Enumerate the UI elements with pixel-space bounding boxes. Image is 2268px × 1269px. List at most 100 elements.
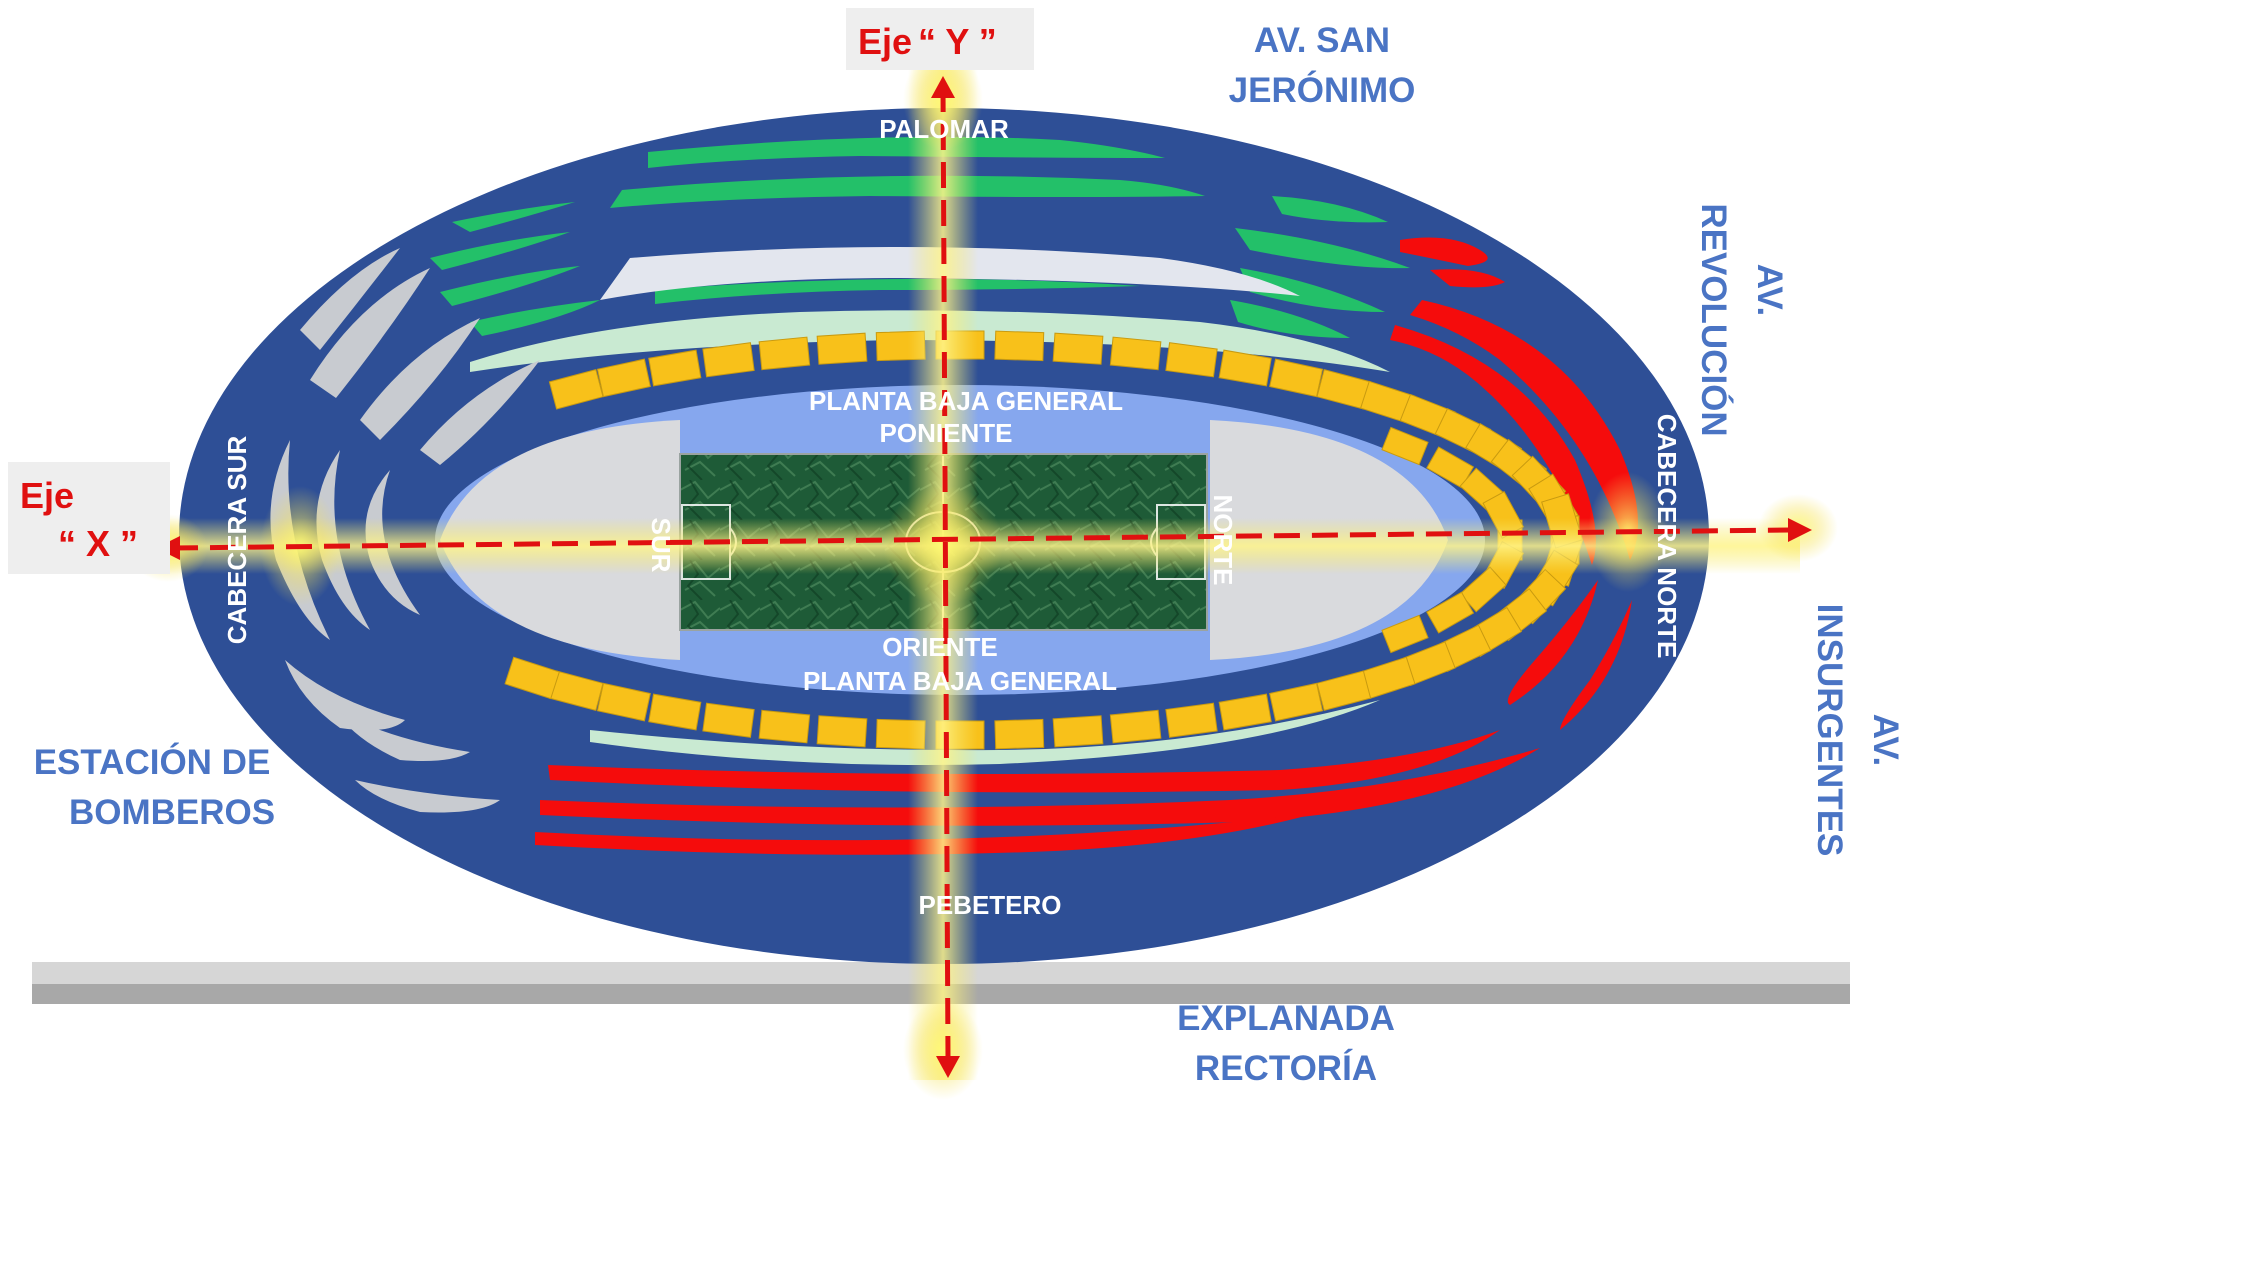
preferente-block — [702, 342, 755, 378]
x-axis-label-letter: “ X ” — [58, 523, 138, 564]
grey-section — [360, 318, 480, 440]
preferente-block — [758, 709, 811, 744]
bomberos-label-1: ESTACIÓN DE — [34, 742, 271, 782]
explanada-label-1: EXPLANADA — [1177, 999, 1395, 1038]
cabecera-norte-sections — [535, 237, 1638, 855]
x-axis-label-box — [8, 462, 170, 574]
palomar-section — [470, 300, 600, 336]
preferente-block — [648, 693, 702, 731]
preferente-block — [1269, 682, 1324, 722]
red-section — [1410, 300, 1638, 560]
red-section — [1400, 237, 1488, 266]
preferente-block — [1165, 702, 1218, 738]
grey-section — [285, 660, 405, 731]
preferente-block — [1426, 591, 1475, 634]
preferente-block — [648, 349, 702, 387]
cabecera-norte-label: CABECERA NORTE — [1652, 414, 1682, 659]
grey-section — [270, 440, 330, 640]
preferente-block — [816, 332, 868, 365]
palomar-section — [610, 175, 1205, 208]
preferente-block — [1459, 566, 1507, 613]
insurgentes-label-1: AV. — [1866, 714, 1905, 767]
grey-section — [335, 710, 470, 761]
preferente-block — [1381, 426, 1429, 466]
revolucion-label-2: REVOLUCIÓN — [1694, 203, 1734, 436]
red-section — [1390, 325, 1596, 565]
san-jeronimo-label-1: AV. SAN — [1254, 21, 1390, 60]
preferente-block — [1316, 670, 1372, 711]
grey-section — [310, 268, 430, 398]
preferente-block — [1218, 693, 1272, 731]
red-section — [540, 748, 1540, 826]
palomar-section — [1240, 268, 1385, 312]
bottom-glow — [903, 1000, 983, 1100]
oriente-label-1: ORIENTE — [882, 632, 998, 662]
y-axis-line — [940, 85, 951, 1059]
palomar-section — [430, 232, 570, 270]
explanada-label-2: RECTORÍA — [1195, 1048, 1377, 1088]
red-section — [1560, 600, 1632, 730]
y-axis-label-prefix: Eje — [858, 21, 912, 62]
revolucion-label-1: AV. — [1750, 264, 1789, 317]
preferente-block — [596, 682, 651, 722]
y-axis-label-letter: “ Y ” — [918, 21, 997, 62]
palomar-section — [440, 266, 580, 306]
preferente-block — [1052, 332, 1104, 365]
preferente-block — [702, 702, 755, 738]
preferente-block — [1269, 358, 1324, 398]
bomberos-label-2: BOMBEROS — [69, 793, 275, 832]
preferente-block — [504, 656, 560, 700]
upper-pale-band — [470, 310, 1390, 372]
preferente-block — [758, 336, 811, 371]
preferente-block — [548, 369, 604, 410]
preferente-block — [994, 718, 1045, 750]
y-arrow-down — [936, 1056, 960, 1078]
red-section — [535, 812, 1320, 855]
preferente-block — [1381, 614, 1429, 654]
preferente-block — [1109, 709, 1162, 744]
y-axis-label-box — [846, 8, 1034, 70]
red-section — [548, 730, 1500, 793]
x-axis-line — [171, 527, 1791, 551]
oriente-label-2: PLANTA BAJA GENERAL — [803, 666, 1117, 696]
poniente-label-2: PONIENTE — [880, 418, 1013, 448]
palomar-section — [452, 202, 575, 232]
sur-label: SUR — [646, 518, 676, 573]
y-arrow-up — [931, 76, 955, 98]
preferente-block — [1109, 336, 1162, 371]
grey-section — [316, 450, 370, 630]
grey-section — [300, 248, 400, 350]
cabecera-sur-sections — [270, 248, 540, 813]
preferente-block — [596, 358, 651, 398]
preferente-block — [994, 330, 1045, 362]
palomar-section — [1230, 300, 1350, 338]
red-section — [1430, 269, 1505, 288]
poniente-label-1: PLANTA BAJA GENERAL — [809, 386, 1123, 416]
palomar-section — [655, 278, 1140, 304]
palomar-label: PALOMAR — [879, 114, 1009, 144]
palomar-sections — [430, 136, 1410, 338]
preferente-block — [1165, 342, 1218, 378]
axis-arrows — [156, 76, 1812, 1078]
cabecera-sur-label: CABECERA SUR — [222, 436, 252, 645]
grey-section — [420, 360, 540, 465]
preferente-block — [1426, 446, 1475, 489]
palomar-section — [1272, 196, 1388, 223]
preferente-block — [816, 715, 868, 748]
preferente-block — [1218, 349, 1272, 387]
red-section — [1507, 580, 1598, 705]
insurgentes-label-2: INSURGENTES — [1810, 604, 1849, 857]
axes — [171, 85, 1791, 1059]
palomar-section — [648, 136, 1165, 168]
x-axis-label-prefix: Eje — [20, 475, 74, 516]
palomar-section — [1235, 228, 1410, 269]
preferente-block — [1052, 715, 1104, 748]
x-arrow-right — [1788, 518, 1812, 542]
grey-section — [355, 780, 500, 813]
grey-section — [365, 470, 420, 615]
norte-label: NORTE — [1208, 495, 1238, 586]
san-jeronimo-label-2: JERÓNIMO — [1229, 70, 1416, 110]
pebetero-label: PEBETERO — [918, 890, 1061, 920]
